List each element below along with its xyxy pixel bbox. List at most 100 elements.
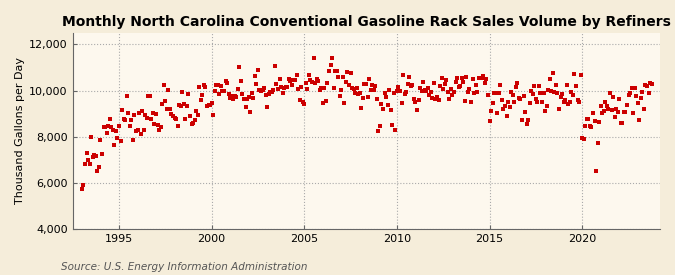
Point — [323, 69, 334, 73]
Point — [552, 90, 563, 95]
Point — [506, 89, 516, 94]
Point — [297, 100, 308, 104]
Point — [107, 128, 118, 132]
Point — [329, 68, 340, 73]
Point — [130, 129, 141, 133]
Point — [508, 93, 518, 98]
Point — [353, 92, 364, 96]
Point — [533, 83, 544, 88]
Point — [381, 95, 392, 100]
Point — [367, 83, 377, 88]
Point — [373, 129, 384, 133]
Point — [319, 86, 329, 90]
Point — [618, 110, 629, 114]
Point — [399, 92, 410, 96]
Point — [444, 97, 455, 101]
Point — [282, 85, 293, 90]
Point — [467, 77, 478, 81]
Point — [132, 128, 143, 133]
Point — [586, 125, 597, 129]
Point — [489, 91, 500, 96]
Point — [154, 128, 165, 132]
Point — [214, 92, 225, 96]
Point — [395, 89, 406, 93]
Point — [549, 90, 560, 95]
Point — [483, 92, 493, 97]
Point — [472, 90, 483, 94]
Point — [211, 83, 221, 87]
Point — [637, 90, 648, 94]
Point — [456, 75, 467, 80]
Point — [209, 89, 220, 93]
Point — [481, 77, 492, 81]
Point — [86, 134, 97, 139]
Point — [180, 116, 191, 121]
Point — [207, 100, 217, 105]
Point — [628, 111, 639, 115]
Point — [223, 92, 234, 96]
Point — [371, 97, 382, 101]
Point — [414, 86, 425, 90]
Point — [165, 107, 176, 111]
Point — [152, 123, 163, 127]
Point — [169, 116, 180, 120]
Point — [101, 131, 112, 136]
Point — [246, 90, 257, 95]
Point — [239, 97, 250, 101]
Point — [159, 82, 169, 87]
Point — [161, 107, 172, 111]
Point — [97, 152, 107, 156]
Point — [117, 108, 128, 112]
Point — [466, 100, 477, 104]
Point — [603, 107, 614, 111]
Point — [81, 150, 92, 155]
Point — [350, 91, 360, 95]
Point — [263, 91, 274, 96]
Point — [273, 86, 284, 91]
Point — [269, 64, 280, 68]
Point — [562, 82, 572, 87]
Point — [404, 75, 414, 79]
Point — [186, 122, 197, 126]
Point — [111, 129, 122, 133]
Point — [624, 91, 635, 95]
Point — [254, 88, 265, 92]
Point — [197, 93, 208, 98]
Point — [645, 81, 655, 86]
Point — [632, 100, 643, 105]
Point — [90, 154, 101, 158]
Point — [492, 111, 503, 115]
Point — [574, 100, 585, 104]
Point — [599, 108, 610, 113]
Point — [620, 110, 631, 115]
Point — [629, 85, 640, 90]
Point — [268, 88, 279, 92]
Point — [331, 68, 342, 73]
Point — [284, 77, 294, 81]
Point — [302, 87, 313, 92]
Point — [626, 86, 637, 90]
Point — [290, 78, 300, 82]
Point — [171, 116, 182, 121]
Point — [555, 95, 566, 99]
Point — [137, 109, 148, 113]
Point — [527, 92, 538, 96]
Point — [601, 104, 612, 109]
Point — [442, 89, 453, 94]
Point — [500, 103, 510, 108]
Point — [140, 112, 151, 117]
Point — [166, 112, 177, 117]
Point — [176, 103, 186, 108]
Point — [479, 81, 490, 85]
Point — [178, 102, 189, 106]
Point — [576, 136, 587, 141]
Point — [458, 80, 468, 85]
Point — [581, 117, 592, 122]
Point — [423, 86, 433, 91]
Point — [188, 121, 198, 125]
Point — [122, 94, 132, 98]
Point — [419, 87, 430, 92]
Point — [612, 110, 623, 115]
Point — [200, 85, 211, 89]
Point — [322, 81, 333, 85]
